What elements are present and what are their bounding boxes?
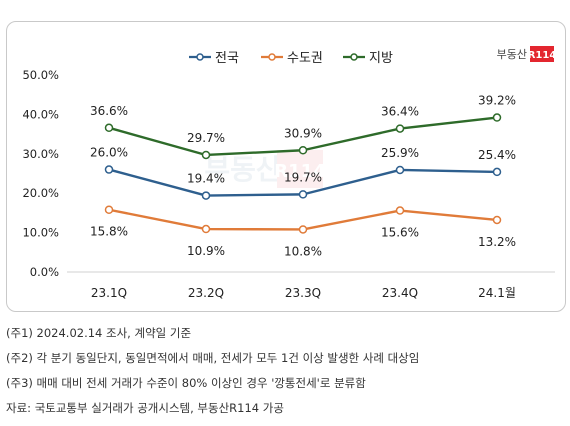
data-label: 19.4% [187, 172, 225, 186]
data-label: 30.9% [284, 126, 322, 140]
legend-marker [268, 53, 276, 61]
data-point [201, 224, 211, 234]
legend-label: 지방 [369, 51, 393, 66]
brand-watermark: 부동산R114 [204, 150, 326, 188]
y-tick-label: 0.0% [30, 265, 59, 279]
data-point [104, 205, 114, 214]
x-tick-label: 23.1Q [91, 286, 127, 300]
watermark-mark: R114 [274, 161, 325, 182]
data-label: 10.9% [187, 244, 225, 258]
source-note: 자료: 국토교통부 실거래가 공개시스템, 부동산R114 가공 [6, 401, 284, 415]
brand-logo-text: 부동산 [497, 48, 527, 61]
data-label: 19.7% [284, 170, 322, 184]
data-label: 15.8% [90, 225, 128, 239]
watermark-box [277, 150, 323, 188]
data-point [298, 190, 308, 199]
legend-marker [196, 53, 204, 61]
x-tick-label: 24.1월 [478, 286, 516, 300]
line-chart: 부동산R1140.0%10.0%20.0%30.0%40.0%50.0%23.1… [22, 46, 557, 300]
brand-logo-box [530, 46, 554, 62]
data-point [104, 165, 114, 174]
legend-label: 전국 [215, 51, 239, 66]
y-tick-label: 10.0% [22, 226, 59, 240]
watermark-text: 부동산 [204, 153, 282, 186]
footnote-2: (주2) 각 분기 동일단지, 동일면적에서 매매, 전세가 모두 1건 이상 … [6, 351, 420, 365]
data-label: 25.4% [478, 148, 516, 162]
x-tick-label: 23.2Q [188, 286, 224, 300]
data-label: 26.0% [90, 146, 128, 160]
data-point [492, 215, 502, 225]
brand-logo-mark: R114 [528, 50, 557, 61]
data-point [492, 167, 502, 177]
chart-panel: 부동산 R114 0.0% 10.0% 20.0% 30.0% 40.0% 50.0% 23.1… [6, 21, 566, 312]
data-label: 29.7% [187, 131, 225, 145]
footnote-3: (주3) 매매 대비 전세 거래가 수준이 80% 이상인 경우 '깡통전세'로… [6, 376, 366, 390]
data-point [201, 191, 211, 200]
footnote-1: (주1) 2024.02.14 조사, 계약일 기준 [6, 326, 192, 340]
data-label: 10.8% [284, 244, 322, 258]
data-label: 25.9% [381, 146, 419, 160]
y-tick-label: 50.0% [22, 68, 59, 82]
data-label: 13.2% [478, 235, 516, 249]
data-point [395, 124, 405, 133]
legend-marker [350, 53, 358, 61]
data-point [395, 165, 405, 175]
y-tick-label: 30.0% [22, 147, 59, 161]
data-label: 36.4% [381, 105, 419, 119]
data-point [104, 123, 114, 133]
data-label: 39.2% [478, 94, 516, 108]
data-point [298, 225, 308, 234]
x-tick-label: 23.3Q [285, 286, 321, 300]
data-label: 36.6% [90, 104, 128, 118]
y-tick-label: 40.0% [22, 107, 59, 121]
data-point [298, 146, 308, 155]
data-label: 15.6% [381, 226, 419, 240]
x-tick-label: 23.4Q [382, 286, 418, 300]
data-point [201, 150, 211, 160]
data-point [492, 113, 502, 122]
legend-label: 수도권 [287, 51, 323, 66]
y-tick-label: 20.0% [22, 186, 59, 200]
data-point [395, 206, 405, 215]
